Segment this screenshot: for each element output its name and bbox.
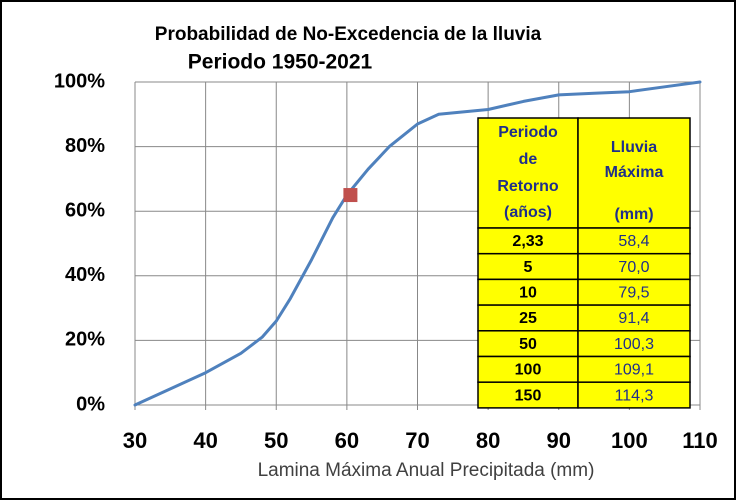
table-cell bbox=[577, 278, 691, 306]
table-cell bbox=[477, 355, 579, 383]
x-tick-label: 40 bbox=[193, 428, 217, 453]
x-tick-label: 80 bbox=[476, 428, 500, 453]
table-cell bbox=[477, 304, 579, 332]
table-header-text: Periodo bbox=[498, 124, 558, 141]
table-header-text: (años) bbox=[504, 204, 552, 221]
y-tick-label: 0% bbox=[76, 393, 105, 415]
x-tick-label: 90 bbox=[547, 428, 571, 453]
table-cell-text: 114,3 bbox=[615, 387, 654, 404]
table-cell-text: 79,5 bbox=[618, 284, 649, 301]
table-cell-text: 50 bbox=[519, 336, 537, 353]
table-cell-text: 91,4 bbox=[618, 310, 649, 327]
table-header-text: Máxima bbox=[605, 164, 664, 181]
table-cell-text: 100,3 bbox=[614, 336, 654, 353]
table-cell bbox=[577, 252, 691, 281]
x-tick-label: 100 bbox=[611, 428, 648, 453]
chart-subtitle: Periodo 1950-2021 bbox=[188, 51, 373, 74]
x-axis-label: Lamina Máxima Anual Precipitada (mm) bbox=[258, 460, 595, 481]
y-tick-label: 100% bbox=[54, 70, 105, 92]
table-cell-text: 109,1 bbox=[614, 362, 654, 379]
table-cell-text: 2,33 bbox=[512, 233, 543, 250]
y-tick-label: 40% bbox=[65, 264, 105, 286]
table-header-text: Lluvia bbox=[611, 139, 657, 156]
table-cell-text: 70,0 bbox=[618, 259, 649, 276]
chart-title: Probabilidad de No-Excedencia de la lluv… bbox=[155, 24, 542, 45]
x-tick-label: 50 bbox=[264, 428, 288, 453]
marker-point bbox=[343, 188, 358, 203]
table-cell-text: 10 bbox=[519, 284, 537, 301]
table-cell bbox=[577, 227, 691, 255]
table-header-text: Retorno bbox=[497, 178, 559, 195]
table-cell-text: 5 bbox=[524, 259, 533, 276]
x-tick-label: 60 bbox=[335, 428, 359, 453]
table-cell bbox=[477, 381, 579, 409]
y-tick-label: 80% bbox=[65, 135, 105, 157]
table-cell-text: 100 bbox=[515, 362, 542, 379]
table-cell-text: 150 bbox=[515, 387, 542, 404]
table-cell bbox=[577, 304, 691, 332]
table-header-text: de bbox=[519, 151, 538, 168]
x-tick-label: 70 bbox=[405, 428, 429, 453]
y-tick-label: 60% bbox=[65, 199, 105, 221]
table-cell-text: 25 bbox=[519, 310, 537, 327]
x-tick-label: 30 bbox=[123, 428, 147, 453]
table-header-text: (mm) bbox=[614, 206, 653, 223]
table-cell bbox=[577, 330, 691, 358]
x-tick-label: 110 bbox=[682, 428, 718, 453]
table-cell bbox=[577, 355, 691, 383]
table-cell bbox=[477, 330, 579, 358]
table-cell-text: 58,4 bbox=[618, 233, 649, 250]
y-tick-label: 20% bbox=[65, 329, 105, 351]
table-cell bbox=[577, 381, 691, 409]
data-line bbox=[133, 80, 702, 407]
